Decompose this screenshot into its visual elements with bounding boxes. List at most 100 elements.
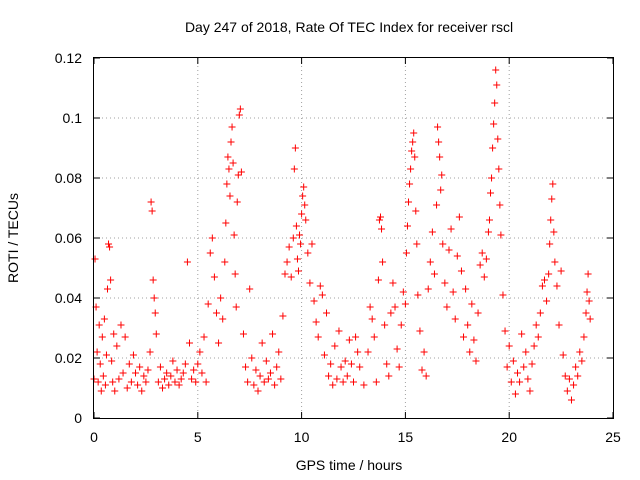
data-point xyxy=(366,303,374,311)
data-point xyxy=(476,261,484,269)
data-point xyxy=(210,273,218,281)
data-point xyxy=(106,243,114,251)
data-point xyxy=(472,357,480,365)
data-point xyxy=(132,369,140,377)
data-point xyxy=(395,363,403,371)
data-point xyxy=(227,138,235,146)
data-point xyxy=(233,198,241,206)
data-point xyxy=(436,153,444,161)
data-point xyxy=(154,378,162,386)
data-point xyxy=(553,282,561,290)
data-point xyxy=(435,138,443,146)
data-point xyxy=(418,366,426,374)
data-point xyxy=(468,300,476,308)
data-point xyxy=(487,189,495,197)
data-point xyxy=(426,258,434,266)
y-axis-ticks: 0 0.02 0.04 0.06 0.08 0.1 0.12 xyxy=(55,50,613,426)
data-point xyxy=(96,360,104,368)
data-point xyxy=(167,372,175,380)
data-point xyxy=(302,216,310,224)
data-point xyxy=(494,135,502,143)
data-point xyxy=(115,375,123,383)
data-point xyxy=(374,276,382,284)
data-point xyxy=(565,375,573,383)
data-point xyxy=(493,81,501,89)
data-point xyxy=(570,381,578,389)
data-point xyxy=(520,363,528,371)
data-point xyxy=(225,165,233,173)
data-point xyxy=(559,351,567,359)
data-point xyxy=(329,381,337,389)
data-point xyxy=(283,258,291,266)
data-point xyxy=(411,153,419,161)
data-point xyxy=(453,252,461,260)
data-point xyxy=(470,336,478,344)
data-point xyxy=(383,360,391,368)
data-point xyxy=(376,213,384,221)
data-point xyxy=(208,234,216,242)
data-point xyxy=(488,174,496,182)
data-point xyxy=(434,123,442,131)
data-point xyxy=(464,321,472,329)
data-point xyxy=(113,342,121,350)
data-point xyxy=(445,246,453,254)
data-point xyxy=(237,168,245,176)
data-point xyxy=(229,159,237,167)
data-point xyxy=(414,291,422,299)
data-point xyxy=(294,267,302,275)
data-point xyxy=(144,366,152,374)
data-point xyxy=(368,315,376,323)
data-point xyxy=(221,258,229,266)
data-point xyxy=(557,267,565,275)
data-point xyxy=(292,222,300,230)
data-point xyxy=(409,138,417,146)
data-point xyxy=(246,285,254,293)
data-point xyxy=(438,171,446,179)
data-point xyxy=(501,327,509,335)
data-point xyxy=(561,372,569,380)
data-point xyxy=(397,321,405,329)
data-point xyxy=(406,180,414,188)
data-point xyxy=(405,198,413,206)
data-point xyxy=(99,372,107,380)
data-point xyxy=(545,270,553,278)
data-point xyxy=(219,315,227,323)
data-point xyxy=(146,348,154,356)
data-point xyxy=(343,372,351,380)
data-point xyxy=(347,360,355,368)
data-point xyxy=(379,258,387,266)
data-point xyxy=(407,165,415,173)
data-point xyxy=(524,375,532,383)
data-point xyxy=(175,381,183,389)
data-point xyxy=(110,330,118,338)
data-point xyxy=(478,249,486,257)
data-point xyxy=(550,228,558,236)
data-point xyxy=(345,336,353,344)
data-point xyxy=(98,333,106,341)
data-point xyxy=(125,360,133,368)
data-point xyxy=(299,192,307,200)
data-point xyxy=(497,231,505,239)
data-point xyxy=(337,363,345,371)
data-point xyxy=(466,348,474,356)
data-point xyxy=(102,351,110,359)
data-point xyxy=(149,276,157,284)
y-tick-label: 0.08 xyxy=(55,170,82,186)
data-point xyxy=(585,297,593,305)
x-tick-label: 0 xyxy=(90,429,98,445)
x-tick-label: 15 xyxy=(398,429,414,445)
data-point xyxy=(490,120,498,128)
data-point xyxy=(491,99,499,107)
data-point xyxy=(232,303,240,311)
data-point xyxy=(101,381,109,389)
data-point xyxy=(530,342,538,350)
data-point xyxy=(522,348,530,356)
data-point xyxy=(391,303,399,311)
data-point xyxy=(370,333,378,341)
data-point xyxy=(196,348,204,356)
y-axis-label: ROTI / TECUs xyxy=(5,193,21,283)
data-point xyxy=(291,144,299,152)
data-point xyxy=(378,225,386,233)
data-point xyxy=(301,201,309,209)
y-tick-label: 0.04 xyxy=(55,290,82,306)
